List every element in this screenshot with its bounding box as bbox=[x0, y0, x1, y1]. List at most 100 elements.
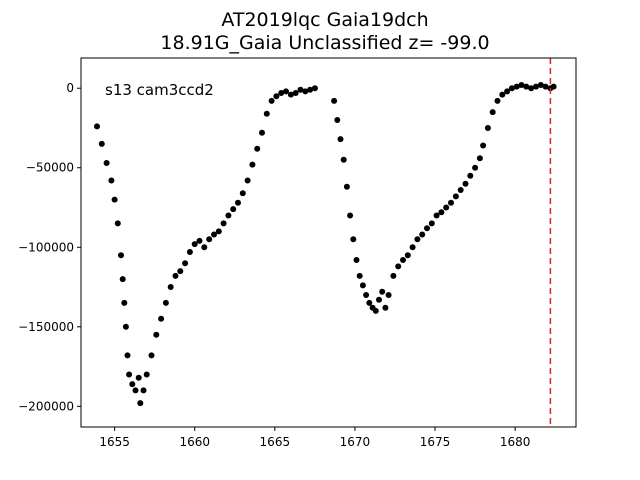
data-point bbox=[419, 231, 426, 238]
y-tick-label: −50000 bbox=[26, 161, 74, 175]
data-point bbox=[268, 97, 275, 104]
data-point bbox=[108, 177, 115, 184]
data-point bbox=[353, 257, 360, 263]
data-point bbox=[273, 93, 280, 100]
data-point bbox=[158, 315, 165, 322]
x-tick-label: 1670 bbox=[340, 435, 371, 449]
data-point bbox=[206, 236, 213, 243]
data-point bbox=[182, 260, 189, 267]
data-point bbox=[489, 109, 496, 116]
data-point bbox=[132, 387, 139, 394]
data-points-group bbox=[94, 82, 557, 407]
data-point bbox=[148, 352, 155, 359]
data-point bbox=[448, 199, 454, 206]
data-point bbox=[347, 212, 354, 219]
data-point bbox=[366, 299, 373, 306]
data-point bbox=[513, 83, 520, 90]
data-point bbox=[356, 272, 363, 279]
data-point bbox=[433, 212, 440, 219]
data-point bbox=[196, 237, 203, 244]
data-point bbox=[472, 164, 479, 171]
data-point bbox=[211, 231, 217, 238]
data-point bbox=[494, 97, 501, 104]
data-point bbox=[172, 272, 179, 279]
data-point bbox=[235, 199, 241, 206]
data-point bbox=[103, 160, 110, 166]
data-point bbox=[292, 90, 299, 96]
data-point bbox=[225, 212, 232, 219]
data-point bbox=[372, 307, 379, 314]
data-point bbox=[254, 145, 261, 152]
data-point bbox=[424, 225, 430, 232]
data-point bbox=[337, 136, 344, 143]
data-point bbox=[201, 244, 208, 251]
x-tick-label: 1655 bbox=[99, 435, 130, 449]
data-point bbox=[528, 85, 535, 92]
data-point bbox=[140, 387, 147, 394]
data-point bbox=[94, 123, 100, 130]
x-tick-label: 1680 bbox=[500, 435, 531, 449]
data-point bbox=[550, 83, 557, 90]
data-point bbox=[331, 97, 338, 104]
data-point bbox=[302, 88, 309, 95]
data-point bbox=[287, 91, 294, 98]
data-point bbox=[124, 352, 131, 359]
data-point bbox=[409, 244, 416, 251]
data-point bbox=[523, 83, 530, 90]
data-point bbox=[278, 90, 285, 96]
data-point bbox=[121, 299, 128, 306]
data-point bbox=[220, 220, 227, 227]
data-point bbox=[334, 117, 341, 123]
data-point bbox=[167, 284, 174, 290]
data-point bbox=[379, 288, 386, 295]
data-point bbox=[239, 190, 246, 197]
data-point bbox=[340, 156, 347, 163]
data-point bbox=[462, 180, 469, 187]
data-point bbox=[350, 236, 357, 243]
data-point bbox=[343, 183, 350, 190]
data-point bbox=[122, 323, 129, 330]
plot-frame bbox=[80, 57, 577, 428]
data-point bbox=[390, 272, 397, 279]
data-point bbox=[476, 155, 483, 162]
data-point bbox=[311, 85, 318, 92]
y-tick-label: −100000 bbox=[18, 240, 74, 254]
data-point bbox=[259, 129, 265, 136]
data-point bbox=[283, 88, 289, 95]
data-point bbox=[382, 304, 389, 311]
data-point bbox=[215, 228, 222, 235]
data-point bbox=[428, 220, 435, 227]
data-point bbox=[542, 83, 549, 90]
data-point bbox=[385, 292, 392, 298]
chart-annotation: s13 cam3ccd2 bbox=[105, 81, 214, 99]
chart-title-line2: 18.91G_Gaia Unclassified z= -99.0 bbox=[160, 32, 489, 54]
data-point bbox=[230, 206, 237, 213]
data-point bbox=[484, 125, 491, 131]
data-point bbox=[537, 82, 544, 88]
data-point bbox=[135, 374, 142, 381]
data-point bbox=[376, 296, 382, 303]
data-point bbox=[414, 236, 421, 243]
data-point bbox=[395, 263, 402, 270]
data-point bbox=[111, 196, 118, 203]
data-point bbox=[126, 371, 133, 378]
data-point bbox=[153, 331, 160, 338]
data-point bbox=[143, 371, 150, 378]
x-tick-label: 1660 bbox=[179, 435, 210, 449]
data-point bbox=[443, 204, 450, 211]
data-point bbox=[504, 88, 511, 95]
data-point bbox=[438, 209, 445, 216]
data-point bbox=[119, 276, 126, 283]
y-tick-label: −150000 bbox=[18, 320, 74, 334]
data-point bbox=[404, 252, 411, 259]
y-axis: 0 −50000 −100000 −150000 −200000 bbox=[18, 81, 81, 413]
data-point bbox=[363, 292, 370, 298]
data-point bbox=[359, 282, 366, 289]
data-point bbox=[118, 252, 124, 259]
data-point bbox=[137, 400, 144, 407]
data-point bbox=[452, 193, 459, 200]
chart-title-line1: AT2019lqc Gaia19dch bbox=[221, 9, 428, 31]
data-point bbox=[162, 299, 169, 306]
x-tick-label: 1675 bbox=[420, 435, 451, 449]
